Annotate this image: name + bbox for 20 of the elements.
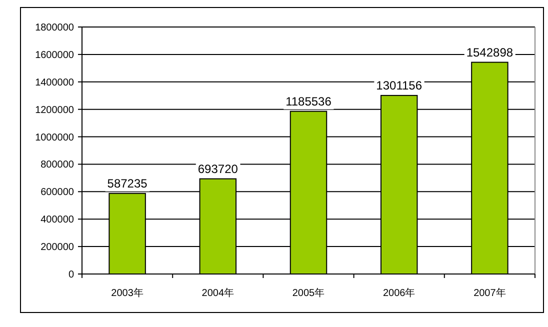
data-label: 587235 [107,176,148,190]
x-tick-label: 2005年 [292,287,325,299]
y-tick-label: 1600000 [35,50,74,61]
y-tick-label: 1000000 [35,132,74,144]
y-tick-label: 0 [68,270,74,280]
data-label: 1301156 [376,78,422,92]
data-label: 693720 [198,162,238,176]
y-tick-label: 400000 [40,214,74,226]
x-tick-label: 2007年 [474,287,506,299]
x-tick-label: 2004年 [202,287,234,299]
y-tick-label: 800000 [40,160,74,171]
y-tick-label: 600000 [40,187,74,198]
x-tick-label: 2006年 [382,287,416,299]
y-tick-label: 1400000 [35,77,74,88]
y-tick-label: 1800000 [35,22,74,34]
y-tick-label: 1200000 [35,104,74,116]
x-tick-label: 2003年 [111,287,144,299]
y-tick-label: 200000 [40,242,74,254]
data-label: 1185536 [286,94,332,108]
data-label: 1542898 [466,45,514,60]
